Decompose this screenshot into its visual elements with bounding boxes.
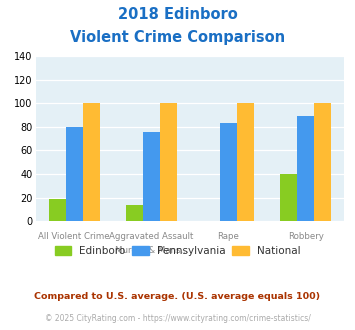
Bar [143,132,160,221]
Text: Compared to U.S. average. (U.S. average equals 100): Compared to U.S. average. (U.S. average … [34,292,321,301]
Bar [237,103,254,221]
Text: Robbery: Robbery [288,232,324,241]
Bar [297,116,314,221]
Bar [49,199,66,221]
Bar [220,123,237,221]
Text: Rape: Rape [218,232,240,241]
Bar [314,103,331,221]
Bar [280,174,297,221]
Legend: Edinboro, Pennsylvania, National: Edinboro, Pennsylvania, National [50,242,305,260]
Text: Violent Crime Comparison: Violent Crime Comparison [70,30,285,45]
Text: 2018 Edinboro: 2018 Edinboro [118,7,237,21]
Text: © 2025 CityRating.com - https://www.cityrating.com/crime-statistics/: © 2025 CityRating.com - https://www.city… [45,314,310,323]
Text: All Violent Crime: All Violent Crime [38,232,110,241]
Bar [160,103,177,221]
Bar [126,205,143,221]
Bar [66,127,83,221]
Bar [83,103,100,221]
Text: Aggravated Assault: Aggravated Assault [109,232,193,241]
Text: Murder & Mans...: Murder & Mans... [115,246,188,255]
